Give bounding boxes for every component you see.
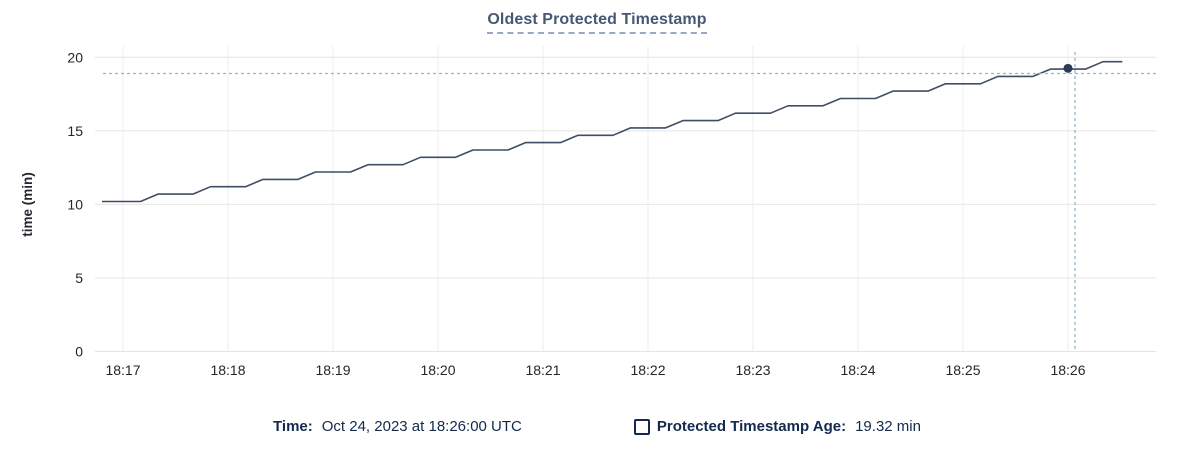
- y-tick-label: 10: [67, 196, 83, 212]
- x-tick-label: 18:22: [630, 362, 665, 378]
- chart-legend: Time: Oct 24, 2023 at 18:26:00 UTC Prote…: [0, 418, 1194, 435]
- y-tick-label: 5: [75, 270, 83, 286]
- x-tick-label: 18:25: [945, 362, 980, 378]
- y-tick-label: 15: [67, 123, 83, 139]
- x-tick-label: 18:19: [315, 362, 350, 378]
- legend-time-value: Oct 24, 2023 at 18:26:00 UTC: [321, 418, 522, 435]
- y-tick-label: 0: [75, 344, 83, 360]
- x-tick-label: 18:24: [840, 362, 875, 378]
- legend-series-value: 19.32 min: [855, 418, 921, 435]
- legend-time-item: Time: Oct 24, 2023 at 18:26:00 UTC: [273, 418, 522, 435]
- x-tick-label: 18:18: [210, 362, 245, 378]
- chart-title-row: Oldest Protected Timestamp: [0, 11, 1194, 34]
- x-tick-label: 18:20: [420, 362, 455, 378]
- hover-dot: [1063, 63, 1073, 73]
- legend-series-item: Protected Timestamp Age: 19.32 min: [633, 418, 921, 435]
- chart-title: Oldest Protected Timestamp: [487, 11, 707, 34]
- y-grid-and-labels: 0 5 10 15 20: [67, 49, 1156, 360]
- y-tick-label: 20: [67, 49, 83, 65]
- x-tick-label: 18:21: [525, 362, 560, 378]
- x-tick-label: 18:26: [1050, 362, 1085, 378]
- y-axis-title: time (min): [20, 172, 35, 237]
- checkbox-icon[interactable]: [633, 418, 650, 435]
- x-tick-label: 18:23: [735, 362, 770, 378]
- x-tick-label: 18:17: [105, 362, 140, 378]
- x-grid-and-labels: 18:17 18:18 18:19 18:20 18:21 18:22 18:23 18:24…: [105, 46, 1086, 378]
- series-line: [102, 60, 1123, 203]
- legend-time-label: Time:: [273, 418, 313, 435]
- legend-series-label: Protected Timestamp Age:: [656, 418, 847, 435]
